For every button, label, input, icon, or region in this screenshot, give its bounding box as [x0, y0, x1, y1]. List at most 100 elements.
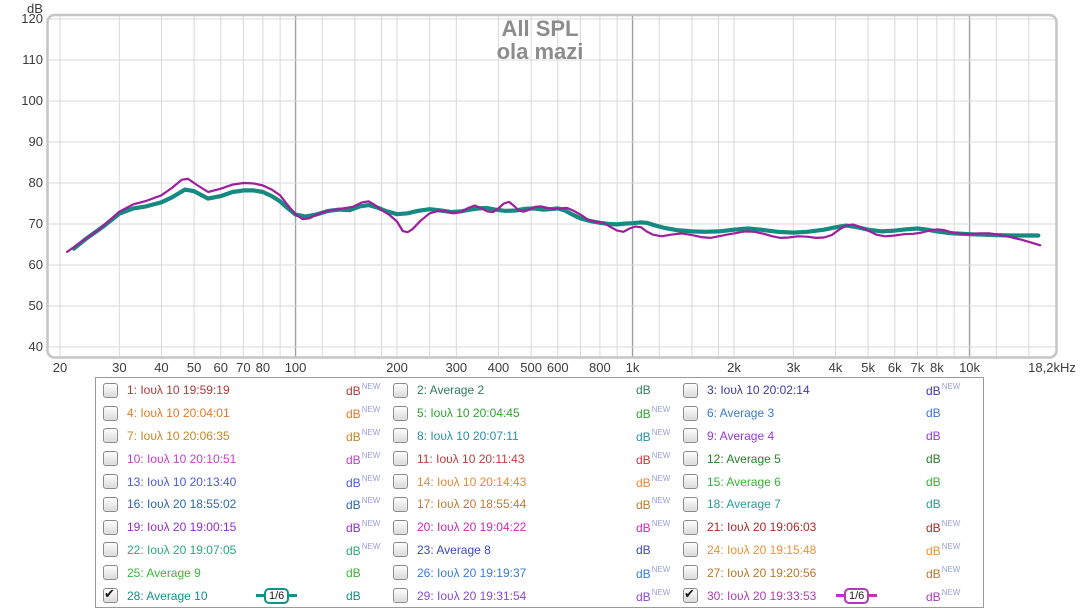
- new-tag: NEW: [361, 427, 381, 437]
- db-unit-label: dBNEW: [636, 519, 671, 536]
- measurement-checkbox[interactable]: [393, 519, 408, 535]
- measurement-label[interactable]: 3: Ιουλ 10 20:02:14: [707, 383, 810, 398]
- legend-entry: 12: Average 5 dB: [676, 447, 983, 470]
- measurement-label[interactable]: 19: Ιουλ 20 19:00:15: [127, 520, 237, 535]
- measurement-checkbox[interactable]: [683, 542, 698, 558]
- legend-entry: 4: Ιουλ 10 20:04:01 dBNEW: [96, 402, 386, 425]
- measurement-checkbox[interactable]: [103, 405, 118, 421]
- db-unit-label: dBNEW: [636, 450, 671, 467]
- measurement-label[interactable]: 11: Ιουλ 10 20:11:43: [417, 451, 525, 466]
- measurement-label[interactable]: 4: Ιουλ 10 20:04:01: [127, 406, 230, 421]
- new-tag: NEW: [941, 541, 961, 551]
- measurement-label[interactable]: 22: Ιουλ 20 19:07:05: [127, 542, 237, 557]
- measurement-label[interactable]: 18: Average 7: [707, 497, 781, 512]
- measurement-label[interactable]: 8: Ιουλ 10 20:07:11: [417, 428, 519, 443]
- x-tick-label: 30: [112, 360, 127, 375]
- x-tick-label: 7k: [910, 360, 925, 375]
- db-unit-label: dB: [926, 406, 941, 421]
- new-tag: NEW: [941, 382, 961, 392]
- measurement-label[interactable]: 7: Ιουλ 10 20:06:35: [127, 428, 230, 443]
- x-tick-label: 1k: [625, 360, 640, 375]
- measurement-checkbox[interactable]: [683, 496, 698, 512]
- new-tag: NEW: [941, 519, 961, 529]
- legend-entry: 5: Ιουλ 10 20:04:45 dBNEW: [386, 402, 676, 425]
- x-tick-label: 100: [284, 360, 307, 375]
- new-tag: NEW: [651, 450, 671, 460]
- y-tick-label: 100: [21, 93, 43, 108]
- measurement-checkbox[interactable]: [103, 542, 118, 558]
- measurement-label[interactable]: 15: Average 6: [707, 474, 781, 489]
- measurement-checkbox[interactable]: [683, 428, 698, 444]
- measurement-checkbox[interactable]: [393, 542, 408, 558]
- measurement-label[interactable]: 17: Ιουλ 20 18:55:44: [417, 497, 527, 512]
- measurement-label[interactable]: 28: Average 10: [127, 588, 208, 603]
- measurement-label[interactable]: 29: Ιουλ 20 19:31:54: [417, 588, 527, 603]
- db-unit-label: dBNEW: [346, 541, 381, 558]
- measurement-label[interactable]: 20: Ιουλ 20 19:04:22: [417, 520, 527, 535]
- y-tick-label: 70: [28, 216, 43, 231]
- measurement-label[interactable]: 14: Ιουλ 10 20:14:43: [417, 474, 527, 489]
- measurement-label[interactable]: 10: Ιουλ 10 20:10:51: [127, 451, 237, 466]
- measurement-label[interactable]: 26: Ιουλ 20 19:19:37: [417, 565, 527, 580]
- y-tick-label: 60: [28, 257, 43, 272]
- chart-title: All SPL ola mazi: [0, 17, 1080, 63]
- measurement-checkbox[interactable]: [103, 586, 118, 604]
- measurement-label[interactable]: 21: Ιουλ 20 19:06:03: [707, 520, 817, 535]
- x-tick-label: 18,2kHz: [1028, 360, 1076, 375]
- x-tick-label: 50: [186, 360, 202, 375]
- measurement-checkbox[interactable]: [103, 474, 118, 490]
- measurement-checkbox[interactable]: [103, 382, 118, 398]
- measurement-label[interactable]: 12: Average 5: [707, 451, 781, 466]
- measurement-checkbox[interactable]: [683, 519, 698, 535]
- measurement-checkbox[interactable]: [393, 382, 408, 398]
- measurement-label[interactable]: 23: Average 8: [417, 542, 491, 557]
- measurement-label[interactable]: 25: Average 9: [127, 565, 201, 580]
- db-unit-label: dBNEW: [346, 450, 381, 467]
- measurement-checkbox[interactable]: [103, 451, 118, 467]
- measurement-label[interactable]: 27: Ιουλ 20 19:20:56: [707, 565, 817, 580]
- measurement-checkbox[interactable]: [683, 474, 698, 490]
- measurement-checkbox[interactable]: [683, 451, 698, 467]
- legend-entry: 9: Average 4 dB: [676, 425, 983, 448]
- measurement-checkbox[interactable]: [393, 428, 408, 444]
- measurement-label[interactable]: 6: Average 3: [707, 406, 775, 421]
- measurement-label[interactable]: 24: Ιουλ 20 19:15:48: [707, 542, 817, 557]
- measurement-checkbox[interactable]: [393, 451, 408, 467]
- new-tag: NEW: [651, 564, 671, 574]
- measurement-label[interactable]: 16: Ιουλ 20 18:55:02: [127, 497, 237, 512]
- measurement-checkbox[interactable]: [103, 519, 118, 535]
- legend-entry: 10: Ιουλ 10 20:10:51 dBNEW: [96, 447, 386, 470]
- measurement-label[interactable]: 13: Ιουλ 10 20:13:40: [127, 474, 237, 489]
- measurement-checkbox[interactable]: [393, 565, 408, 581]
- x-tick-label: 600: [546, 360, 569, 375]
- measurement-label[interactable]: 1: Ιουλ 10 19:59:19: [127, 383, 230, 398]
- legend-entry: 8: Ιουλ 10 20:07:11 dBNEW: [386, 425, 676, 448]
- legend-entry: 22: Ιουλ 20 19:07:05 dBNEW: [96, 539, 386, 562]
- measurement-checkbox[interactable]: [393, 474, 408, 490]
- measurement-checkbox[interactable]: [683, 382, 698, 398]
- measurement-checkbox[interactable]: [683, 565, 698, 581]
- measurement-checkbox[interactable]: [103, 565, 118, 581]
- measurement-label[interactable]: 2: Average 2: [417, 383, 485, 398]
- measurement-label[interactable]: 9: Average 4: [707, 428, 775, 443]
- db-unit-label: dBNEW: [636, 405, 671, 422]
- new-tag: NEW: [361, 382, 381, 392]
- measurement-label[interactable]: 30: Ιουλ 20 19:33:53: [707, 588, 817, 603]
- measurement-checkbox[interactable]: [103, 496, 118, 512]
- x-tick-label: 3k: [786, 360, 801, 375]
- measurement-checkbox[interactable]: [103, 428, 118, 444]
- legend-entry: 21: Ιουλ 20 19:06:03 dBNEW: [676, 516, 983, 539]
- measurement-checkbox[interactable]: [393, 405, 408, 421]
- measurement-label[interactable]: 5: Ιουλ 10 20:04:45: [417, 406, 520, 421]
- measurement-checkbox[interactable]: [683, 405, 698, 421]
- new-tag: NEW: [651, 519, 671, 529]
- db-unit-label: dBNEW: [636, 496, 671, 513]
- x-tick-label: 80: [255, 360, 271, 375]
- measurement-checkbox[interactable]: [393, 588, 408, 604]
- legend-entry: 6: Average 3 dB: [676, 402, 983, 425]
- db-unit-label: dBNEW: [926, 519, 961, 536]
- measurement-checkbox[interactable]: [393, 496, 408, 512]
- measurement-checkbox[interactable]: [683, 586, 698, 604]
